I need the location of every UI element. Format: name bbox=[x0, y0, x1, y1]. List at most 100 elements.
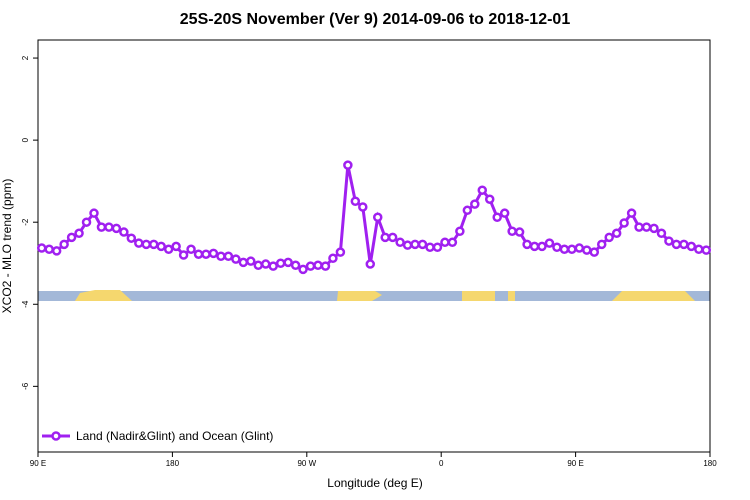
data-point bbox=[372, 212, 383, 223]
data-point bbox=[201, 249, 211, 259]
data-point bbox=[51, 246, 62, 256]
land-strip bbox=[612, 291, 695, 301]
data-point bbox=[462, 205, 473, 216]
data-point bbox=[402, 240, 413, 250]
data-point bbox=[350, 196, 361, 207]
data-point bbox=[574, 243, 585, 253]
data-point bbox=[582, 245, 592, 255]
data-point bbox=[671, 239, 682, 250]
data-point bbox=[253, 260, 264, 271]
data-point bbox=[387, 232, 398, 243]
data-point bbox=[410, 239, 420, 250]
data-point bbox=[141, 239, 152, 250]
data-point bbox=[260, 259, 271, 269]
data-point bbox=[619, 218, 629, 228]
data-point bbox=[701, 245, 712, 255]
data-point bbox=[432, 242, 443, 252]
data-point bbox=[455, 226, 465, 236]
data-point bbox=[313, 260, 323, 271]
data-point bbox=[171, 241, 181, 252]
land-strip bbox=[337, 291, 382, 301]
data-point bbox=[186, 244, 196, 255]
data-point bbox=[358, 202, 368, 212]
y-axis-label: XCO2 - MLO trend (ppm) bbox=[0, 179, 14, 314]
data-point bbox=[66, 232, 77, 243]
x-tick-label: 180 bbox=[166, 459, 180, 468]
data-point bbox=[126, 233, 137, 243]
data-point bbox=[208, 248, 219, 259]
data-point bbox=[656, 228, 667, 239]
data-point bbox=[425, 242, 435, 252]
data-point bbox=[679, 239, 689, 250]
data-point bbox=[544, 238, 555, 248]
data-point bbox=[395, 237, 405, 248]
data-point bbox=[604, 232, 614, 243]
x-tick-label: 90 E bbox=[567, 459, 583, 468]
data-point bbox=[664, 236, 674, 246]
data-point bbox=[686, 241, 697, 252]
data-point bbox=[328, 253, 338, 264]
data-point bbox=[119, 227, 129, 237]
x-axis-label: Longitude (deg E) bbox=[327, 476, 422, 490]
legend-marker bbox=[51, 431, 61, 441]
data-point bbox=[641, 222, 652, 232]
data-point bbox=[193, 249, 204, 259]
data-point bbox=[567, 244, 577, 255]
data-point bbox=[283, 257, 293, 268]
data-point bbox=[634, 222, 644, 232]
data-point bbox=[492, 212, 502, 223]
data-point bbox=[96, 222, 107, 232]
data-point bbox=[134, 238, 144, 248]
data-point bbox=[298, 264, 308, 275]
data-point bbox=[111, 223, 122, 234]
y-tick-label: -4 bbox=[21, 300, 30, 308]
data-point bbox=[216, 251, 226, 262]
y-tick-label: -6 bbox=[21, 382, 30, 390]
data-point bbox=[156, 241, 166, 252]
data-point bbox=[275, 258, 286, 268]
data-point bbox=[596, 239, 607, 250]
data-point bbox=[290, 260, 301, 271]
data-point bbox=[552, 242, 562, 252]
data-point bbox=[246, 256, 256, 266]
data-point bbox=[238, 257, 249, 268]
data-point bbox=[320, 261, 331, 271]
data-point bbox=[36, 243, 47, 253]
x-tick-label: 180 bbox=[703, 459, 717, 468]
data-point bbox=[649, 223, 659, 234]
land-strip bbox=[75, 290, 132, 301]
y-tick-label: 2 bbox=[21, 55, 30, 60]
data-point bbox=[484, 194, 495, 204]
data-point bbox=[268, 261, 278, 271]
legend: Land (Nadir&Glint) and Ocean (Glint) bbox=[42, 429, 273, 443]
data-point bbox=[81, 217, 92, 227]
data-point bbox=[305, 261, 316, 271]
data-point bbox=[417, 239, 428, 250]
data-point bbox=[559, 244, 570, 255]
data-point bbox=[365, 259, 376, 269]
data-point bbox=[59, 239, 69, 250]
data-point bbox=[447, 237, 458, 248]
data-point bbox=[44, 244, 54, 255]
x-tick-label: 90 W bbox=[297, 459, 316, 468]
x-tick-label: 0 bbox=[439, 459, 444, 468]
data-point bbox=[104, 222, 114, 232]
data-point bbox=[589, 247, 600, 257]
data-point bbox=[335, 247, 346, 257]
data-point bbox=[380, 232, 390, 243]
y-tick-label: -2 bbox=[21, 218, 30, 226]
data-point bbox=[74, 228, 84, 239]
data-point bbox=[178, 250, 189, 260]
data-point bbox=[694, 244, 704, 255]
data-point bbox=[507, 226, 517, 236]
legend-label: Land (Nadir&Glint) and Ocean (Glint) bbox=[76, 429, 273, 443]
land-ocean-strip bbox=[38, 290, 710, 301]
data-point bbox=[537, 241, 547, 252]
y-tick-label: 0 bbox=[21, 137, 30, 142]
data-point bbox=[163, 244, 174, 255]
data-point bbox=[626, 208, 637, 218]
data-point bbox=[477, 185, 488, 195]
x-tick-label: 90 E bbox=[30, 459, 46, 468]
land-strip bbox=[508, 291, 515, 301]
